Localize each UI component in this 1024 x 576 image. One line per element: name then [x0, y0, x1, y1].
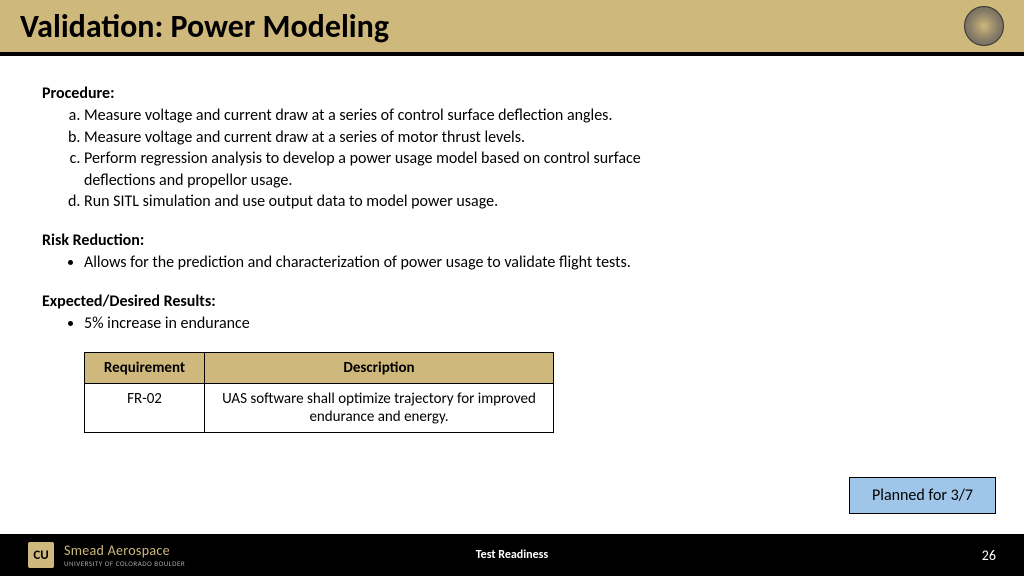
risk-heading: Risk Reduction: [42, 231, 982, 250]
procedure-item: Measure voltage and current draw at a se… [84, 127, 662, 149]
footer-page-number: 26 [982, 547, 996, 564]
risk-list: Allows for the prediction and characteri… [42, 252, 662, 274]
table-cell-description: UAS software shall optimize trajectory f… [205, 384, 554, 433]
footer-org: Smead Aerospace UNIVERSITY OF COLORADO B… [64, 544, 185, 567]
requirements-table: Requirement Description FR-02 UAS softwa… [84, 352, 554, 433]
cu-logo-icon: CU [28, 542, 54, 568]
procedure-item: Measure voltage and current draw at a se… [84, 105, 662, 127]
risk-item: Allows for the prediction and characteri… [84, 252, 662, 274]
results-item: 5% increase in endurance [84, 313, 662, 335]
page-title: Validation: Power Modeling [20, 7, 389, 46]
footer-left: CU Smead Aerospace UNIVERSITY OF COLORAD… [28, 542, 185, 568]
procedure-item: Perform regression analysis to develop a… [84, 148, 662, 191]
footer-center-label: Test Readiness [476, 548, 548, 562]
planned-badge: Planned for 3/7 [849, 477, 996, 514]
header-bar: Validation: Power Modeling [0, 0, 1024, 56]
procedure-heading: Procedure: [42, 84, 982, 103]
footer-org-main: Smead Aerospace [64, 544, 185, 558]
table-header-description: Description [205, 353, 554, 384]
footer-bar: CU Smead Aerospace UNIVERSITY OF COLORAD… [0, 534, 1024, 576]
procedure-list: Measure voltage and current draw at a se… [42, 105, 662, 213]
procedure-item: Run SITL simulation and use output data … [84, 191, 662, 213]
content-area: Procedure: Measure voltage and current d… [0, 56, 1024, 433]
footer-org-sub: UNIVERSITY OF COLORADO BOULDER [64, 560, 185, 567]
mission-logo-icon [964, 6, 1004, 46]
table-header-requirement: Requirement [85, 353, 205, 384]
results-list: 5% increase in endurance [42, 313, 662, 335]
table-cell-requirement: FR-02 [85, 384, 205, 433]
table-header-row: Requirement Description [85, 353, 554, 384]
table-row: FR-02 UAS software shall optimize trajec… [85, 384, 554, 433]
results-heading: Expected/Desired Results: [42, 292, 982, 311]
